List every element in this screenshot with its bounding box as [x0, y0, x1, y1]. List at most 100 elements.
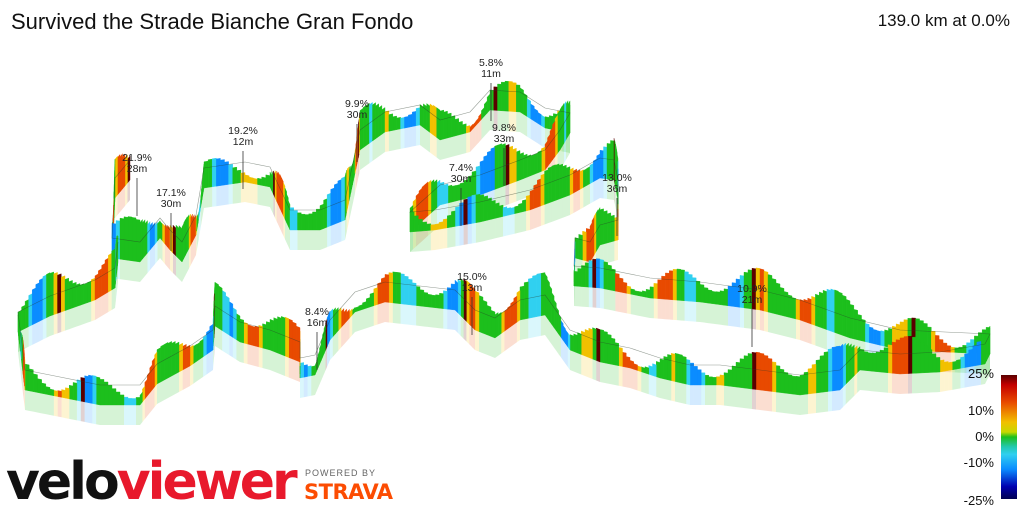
ribbon-segment [607, 264, 612, 291]
ribbon-segment [622, 281, 628, 294]
ribbon-reflection [50, 314, 54, 336]
ribbon-segment [486, 93, 491, 114]
ribbon-reflection [460, 315, 464, 339]
ribbon-reflection [152, 244, 155, 267]
ribbon-segment [415, 107, 421, 127]
ribbon-reflection [622, 366, 627, 388]
ribbon-segment [879, 349, 885, 373]
ribbon-segment [381, 277, 386, 304]
ribbon-segment [28, 368, 34, 392]
ribbon-reflection [160, 238, 163, 261]
ribbon-segment [562, 164, 567, 199]
ribbon-segment [622, 351, 627, 368]
ribbon-reflection [661, 298, 666, 320]
ribbon-reflection [236, 182, 241, 204]
ribbon-segment [848, 343, 852, 382]
ribbon-segment [849, 304, 855, 340]
ribbon-reflection [160, 380, 165, 402]
logo-velo: velo [6, 452, 120, 512]
ribbon-segment [607, 334, 612, 365]
ribbon-reflection [396, 303, 401, 324]
ribbon-segment [583, 168, 587, 188]
ribbon-segment [618, 347, 623, 367]
ribbon-reflection [18, 330, 22, 352]
ribbon-segment [703, 287, 709, 304]
ribbon-segment [566, 166, 571, 197]
ribbon-reflection [200, 207, 201, 232]
ribbon-segment [501, 81, 506, 112]
ribbon-segment [439, 109, 444, 141]
ribbon-segment [584, 262, 590, 288]
ribbon-reflection [523, 114, 528, 137]
ribbon-segment [938, 339, 944, 353]
ribbon-reflection [377, 303, 382, 325]
ribbon-segment [678, 353, 683, 384]
ribbon-reflection [240, 182, 245, 203]
ribbon-segment [931, 330, 936, 352]
ribbon-segment [253, 177, 258, 185]
ribbon-segment [486, 305, 492, 337]
ribbon-reflection [857, 370, 860, 393]
ribbon-segment [115, 391, 121, 406]
ribbon-reflection [551, 324, 555, 348]
ribbon-segment [581, 265, 586, 288]
ribbon-reflection [540, 204, 545, 226]
climb-length-label: 16m [307, 317, 328, 329]
ribbon-reflection [551, 200, 556, 222]
ribbon-reflection [316, 368, 318, 392]
ribbon-segment [429, 103, 434, 136]
ribbon-reflection [724, 305, 728, 326]
ribbon-segment [865, 323, 870, 343]
ribbon-reflection [563, 340, 566, 364]
ribbon-reflection [53, 395, 58, 417]
ribbon-segment [193, 343, 197, 365]
ribbon-segment [525, 194, 531, 212]
ribbon-segment [596, 327, 601, 363]
ribbon-reflection [475, 122, 479, 146]
ribbon-segment [634, 290, 639, 296]
ribbon-reflection [240, 342, 244, 363]
ribbon-segment [815, 359, 821, 394]
ribbon-segment [630, 288, 635, 296]
ribbon-reflection [225, 332, 230, 356]
ribbon-reflection [784, 393, 788, 414]
ribbon-reflection [100, 405, 104, 425]
ribbon-reflection [203, 354, 207, 377]
climb-length-label: 12m [233, 136, 254, 148]
ribbon-segment [927, 349, 933, 373]
ribbon-reflection [319, 361, 321, 385]
ribbon-reflection [811, 324, 816, 346]
ribbon-segment [229, 301, 234, 338]
ribbon-reflection [840, 387, 843, 410]
ribbon-reflection [25, 390, 30, 411]
ribbon-segment [510, 207, 515, 215]
ribbon-reflection [467, 223, 472, 245]
ribbon-segment [436, 179, 441, 209]
ribbon-segment [537, 150, 542, 174]
ribbon-segment [164, 224, 168, 248]
ribbon-segment [156, 347, 161, 385]
ribbon-segment [159, 220, 163, 242]
ribbon-segment [388, 272, 393, 304]
ribbon-segment [426, 223, 432, 231]
ribbon-segment [645, 288, 651, 299]
ribbon-reflection [170, 250, 173, 273]
ribbon-segment [439, 181, 445, 206]
ribbon-reflection [189, 245, 191, 269]
ribbon-reflection [132, 260, 136, 282]
ribbon-segment [167, 341, 172, 379]
ribbon-segment [467, 196, 473, 225]
ribbon-segment [57, 273, 62, 314]
ribbon-reflection [451, 226, 456, 248]
ribbon-reflection [443, 308, 448, 330]
ribbon-segment [175, 224, 180, 260]
ribbon-reflection [32, 323, 36, 345]
ribbon-segment [413, 215, 419, 232]
ribbon-segment [582, 230, 587, 262]
ribbon-segment [596, 258, 601, 289]
ribbon-segment [834, 289, 839, 335]
ribbon-segment [108, 252, 112, 293]
ribbon-reflection [665, 299, 670, 320]
ribbon-segment [490, 147, 495, 192]
ribbon-reflection [800, 394, 804, 415]
